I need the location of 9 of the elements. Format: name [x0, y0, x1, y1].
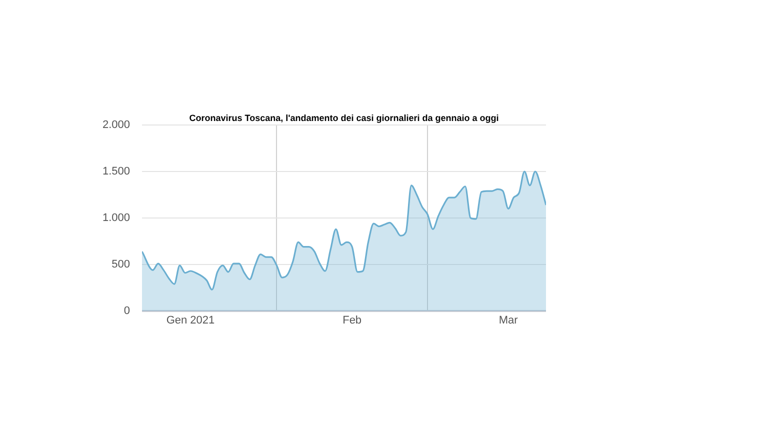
- y-tick-label: 1.000: [102, 212, 130, 224]
- chart-title: Coronavirus Toscana, l'andamento dei casi giornalieri da gennaio a oggi: [189, 112, 499, 123]
- y-tick-label: 500: [112, 258, 130, 271]
- y-tick-label: 0: [124, 305, 130, 318]
- y-tick-label: 2.000: [102, 119, 130, 132]
- y-tick-label: 1.500: [102, 166, 130, 178]
- x-tick-label: Gen 2021: [166, 314, 215, 327]
- x-tick-label: Mar: [498, 314, 518, 327]
- x-tick-label: Feb: [342, 314, 362, 327]
